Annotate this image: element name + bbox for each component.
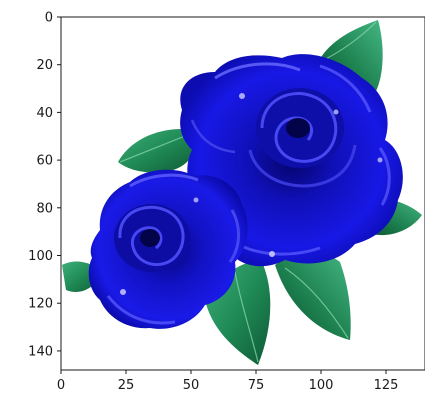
- y-tick-label: 20: [36, 58, 53, 73]
- y-tick-label: 40: [36, 106, 53, 121]
- x-tick-label: 125: [374, 378, 399, 393]
- rose-image: [61, 17, 425, 370]
- x-tick-label: 50: [183, 378, 200, 393]
- y-tick-label: 80: [36, 201, 53, 216]
- y-tick-label: 0: [45, 11, 53, 26]
- x-tick-label: 100: [309, 378, 334, 393]
- y-tick-label: 60: [36, 154, 53, 169]
- x-tick-label: 25: [118, 378, 135, 393]
- x-tick-label: 0: [57, 378, 65, 393]
- y-tick-label: 100: [28, 249, 53, 264]
- rose-small: [88, 169, 248, 329]
- y-tick-label: 120: [28, 297, 53, 312]
- y-tick-label: 140: [28, 344, 53, 359]
- x-tick-label: 75: [248, 378, 265, 393]
- x-axis: 0 25 50 75 100 125: [57, 370, 399, 393]
- plot-frame: [60, 16, 425, 371]
- y-axis: 0 20 40 60 80 100 120 140: [28, 11, 61, 359]
